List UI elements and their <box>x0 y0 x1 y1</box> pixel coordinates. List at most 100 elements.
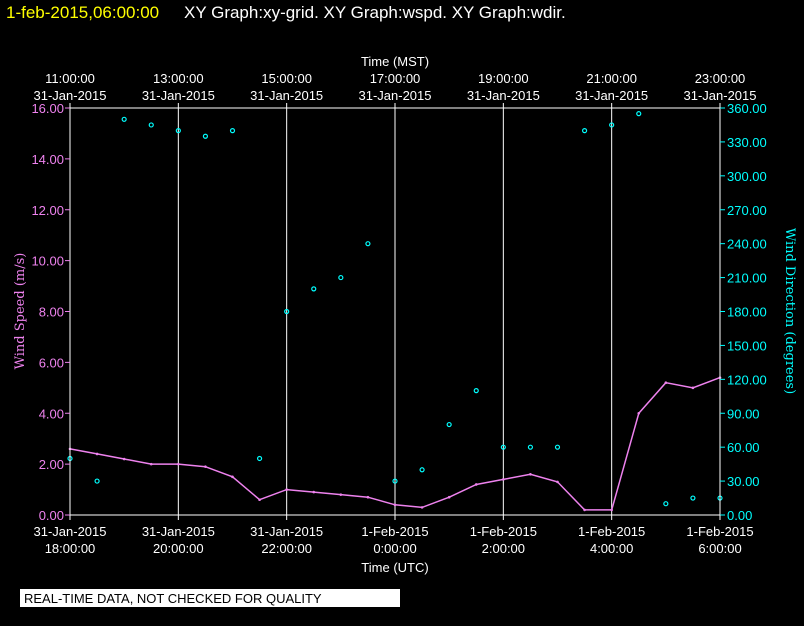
bottom-tick-time: 4:00:00 <box>590 541 633 556</box>
bottom-tick-date: 1-Feb-2015 <box>470 524 537 539</box>
left-tick-label: 6.00 <box>39 355 64 370</box>
top-tick-time: 23:00:00 <box>695 71 746 86</box>
wind-direction-point <box>446 421 452 428</box>
bottom-tick-time: 18:00:00 <box>45 541 96 556</box>
wind-direction-point <box>338 274 344 281</box>
top-tick-date: 31-Jan-2015 <box>34 88 107 103</box>
wind-direction-series <box>67 111 723 507</box>
right-tick-label: 30.00 <box>727 474 760 489</box>
wind-speed-point <box>529 473 532 476</box>
bottom-tick-date: 1-Feb-2015 <box>578 524 645 539</box>
wind-direction-point <box>148 122 154 128</box>
wind-speed-point <box>637 411 641 415</box>
wind-speed-point <box>664 381 668 385</box>
right-axis: 0.00 30.00 60.00 90.00 120.00 150.00 180.00 210… <box>720 101 767 523</box>
bottom-axis-label: Time (UTC) <box>361 560 428 575</box>
right-tick-label: 210.00 <box>727 271 767 286</box>
wind-direction-point <box>311 286 317 292</box>
left-tick-label: 8.00 <box>39 305 64 320</box>
left-tick-label: 12.00 <box>31 203 64 218</box>
wind-direction-point <box>365 241 371 247</box>
top-tick-time: 17:00:00 <box>370 71 421 86</box>
top-axis: 11:00:00 31-Jan-2015 13:00:00 31-Jan-2015 15… <box>34 71 757 108</box>
wind-direction-point <box>636 111 642 117</box>
wind-speed-point <box>177 462 180 466</box>
bottom-tick-date: 31-Jan-2015 <box>142 524 215 539</box>
wind-speed-point <box>474 483 478 486</box>
right-tick-label: 90.00 <box>727 406 760 421</box>
wind-direction-point <box>392 478 398 484</box>
top-tick-date: 31-Jan-2015 <box>142 88 215 103</box>
left-tick-label: 0.00 <box>39 508 64 523</box>
wind-direction-point <box>554 444 561 450</box>
wind-speed-point <box>556 480 559 484</box>
wind-direction-point <box>284 308 290 315</box>
wind-direction-point <box>175 128 181 134</box>
right-tick-label: 120.00 <box>727 372 767 387</box>
top-tick-date: 31-Jan-2015 <box>359 88 432 103</box>
wind-direction-point <box>121 116 127 122</box>
right-axis-label: Wind Direction (degrees) <box>782 228 797 394</box>
right-tick-label: 360.00 <box>727 101 767 116</box>
wind-speed-point <box>393 503 397 507</box>
bottom-tick-time: 2:00:00 <box>482 541 525 556</box>
wind-speed-point <box>285 488 288 491</box>
wind-speed-point <box>502 478 505 481</box>
wind-speed-point <box>691 386 695 390</box>
wind-direction-point <box>609 122 615 128</box>
top-tick-date: 31-Jan-2015 <box>467 88 540 103</box>
wind-direction-point <box>527 444 534 450</box>
left-axis-label: Wind Speed (m/s) <box>13 253 28 370</box>
top-tick-date: 31-Jan-2015 <box>684 88 757 103</box>
right-tick-label: 300.00 <box>727 169 767 184</box>
wind-direction-point <box>500 444 506 450</box>
left-tick-label: 2.00 <box>39 457 64 472</box>
top-tick-date: 31-Jan-2015 <box>575 88 648 103</box>
left-tick-label: 10.00 <box>31 254 64 269</box>
wind-direction-point <box>419 467 425 473</box>
left-tick-label: 16.00 <box>31 101 64 116</box>
top-tick-time: 21:00:00 <box>586 71 637 86</box>
vertical-grid <box>177 108 613 515</box>
wind-speed-point <box>583 508 586 512</box>
right-tick-label: 330.00 <box>727 135 767 150</box>
wind-direction-point <box>229 128 236 134</box>
right-tick-label: 180.00 <box>727 305 767 320</box>
left-axis: 0.00 2.00 4.00 6.00 8.00 10.00 12.00 14.00 16.00 <box>31 101 70 523</box>
top-tick-time: 15:00:00 <box>261 71 312 86</box>
wind-speed-point <box>366 495 370 499</box>
wind-speed-series <box>68 376 722 512</box>
bottom-tick-date: 31-Jan-2015 <box>34 524 107 539</box>
top-tick-time: 19:00:00 <box>478 71 529 86</box>
bottom-tick-time: 6:00:00 <box>698 541 741 556</box>
wind-speed-point <box>149 462 153 466</box>
wind-speed-point <box>610 508 613 512</box>
bottom-tick-date: 1-Feb-2015 <box>686 524 753 539</box>
wind-speed-point <box>312 490 316 494</box>
right-tick-label: 60.00 <box>727 440 760 455</box>
bottom-tick-date: 1-Feb-2015 <box>361 524 428 539</box>
bottom-axis: 31-Jan-2015 18:00:00 31-Jan-2015 20:00:00 31… <box>34 515 754 556</box>
wind-direction-point <box>473 388 479 394</box>
top-axis-label: Time (MST) <box>361 54 429 69</box>
wind-speed-point <box>339 493 343 496</box>
bottom-tick-date: 31-Jan-2015 <box>250 524 323 539</box>
right-tick-label: 240.00 <box>727 237 767 252</box>
right-tick-label: 270.00 <box>727 203 767 218</box>
wind-speed-point <box>258 498 261 502</box>
wind-direction-point <box>202 133 209 139</box>
wind-speed-point <box>122 457 126 461</box>
right-tick-label: 150.00 <box>727 338 767 353</box>
wind-speed-point <box>204 465 207 468</box>
right-tick-label: 0.00 <box>727 508 752 523</box>
top-tick-time: 11:00:00 <box>45 71 95 86</box>
wind-speed-point <box>447 495 451 499</box>
wind-direction-point <box>581 128 588 134</box>
top-tick-time: 13:00:00 <box>153 71 204 86</box>
wind-direction-point <box>690 495 696 501</box>
left-tick-label: 4.00 <box>39 406 64 421</box>
bottom-tick-time: 20:00:00 <box>153 541 204 556</box>
bottom-tick-time: 0:00:00 <box>373 541 416 556</box>
